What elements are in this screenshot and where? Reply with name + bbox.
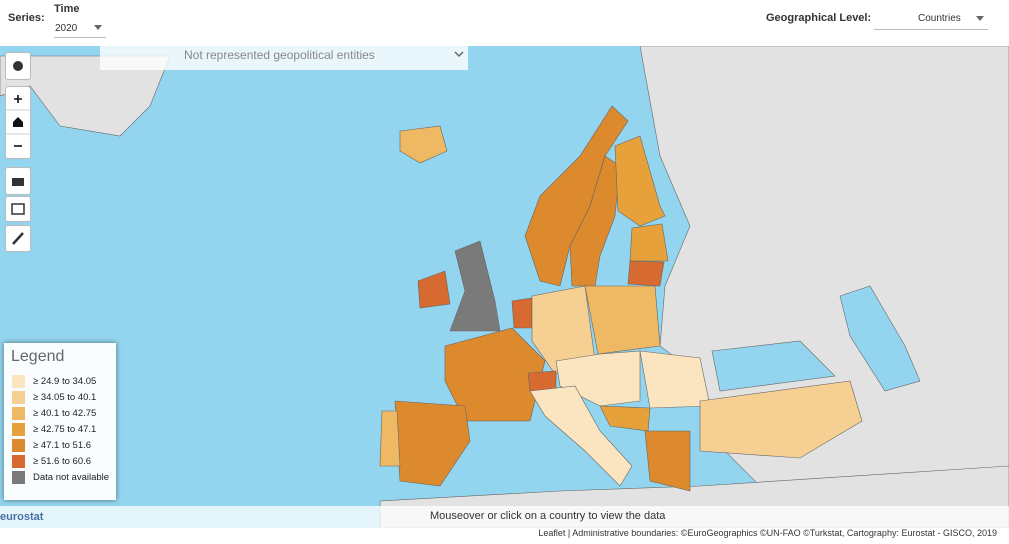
poland <box>584 285 661 355</box>
italy <box>529 385 633 487</box>
icon <box>6 95 30 147</box>
ireland <box>417 270 451 309</box>
legend-label: ≥ 47.1 to 51.6 <box>33 439 92 451</box>
hint-bar: eurostat Mouseover or click on a country… <box>0 506 1009 528</box>
zoom-group <box>5 86 31 159</box>
home[interactable] <box>13 117 23 127</box>
legend-label: Data not available <box>33 471 110 483</box>
legend-item: ≥ 34.05 to 40.1 <box>12 389 109 405</box>
icon <box>12 178 24 186</box>
legend-swatch <box>12 390 25 404</box>
sweden <box>569 155 621 287</box>
legend-title: Legend <box>11 348 65 365</box>
caret <box>94 25 102 30</box>
series-label: Series: <box>8 12 45 24</box>
image-button[interactable] <box>5 196 31 222</box>
legend-label: ≥ 24.9 to 34.05 <box>33 375 97 387</box>
style-button[interactable] <box>5 225 31 252</box>
print-button[interactable] <box>5 167 31 195</box>
legend-label: ≥ 40.1 to 42.75 <box>33 407 97 419</box>
finland <box>614 135 666 227</box>
time-select[interactable]: 2020 <box>54 17 106 38</box>
toolbar: Series: Time 2020 Geographical Level: Co… <box>0 0 1009 46</box>
attribution: Leaflet | Administrative boundaries: ©Eu… <box>538 528 997 538</box>
baltic-north <box>629 223 669 262</box>
eurostat-logo[interactable]: eurostat <box>0 511 44 523</box>
netherlands <box>511 297 533 329</box>
geo-select[interactable]: Countries <box>874 8 988 30</box>
legend-label: ≥ 34.05 to 40.1 <box>33 391 97 403</box>
portugal <box>379 410 401 467</box>
switzerland <box>527 370 557 392</box>
legend-swatch <box>12 470 25 484</box>
lithuania <box>627 260 665 287</box>
legend-swatch <box>12 438 25 452</box>
black-sea <box>711 340 836 392</box>
legend: Legend ≥ 24.9 to 34.05 ≥ 34.05 to 40.1 ≥ 4… <box>4 343 116 500</box>
chevron <box>454 51 464 58</box>
legend-items: ≥ 24.9 to 34.05 ≥ 34.05 to 40.1 ≥ 40.1 to … <box>12 373 109 485</box>
hint-text: Mouseover or click on a country to view … <box>430 510 666 522</box>
zoom-in[interactable] <box>14 95 22 103</box>
legend-item: ≥ 24.9 to 34.05 <box>12 373 109 389</box>
caret <box>976 16 984 21</box>
legend-swatch <box>12 374 25 388</box>
globe-button[interactable] <box>5 52 31 80</box>
icon <box>13 61 23 71</box>
icon <box>12 232 24 245</box>
geo-label: Geographical Level: <box>766 12 872 24</box>
countries <box>0 46 1009 528</box>
romania <box>639 350 711 409</box>
legend-item: ≥ 42.75 to 47.1 <box>12 421 109 437</box>
legend-item: ≥ 47.1 to 51.6 <box>12 437 109 453</box>
dropdown-text: Not represented geopolitical entities <box>184 48 375 62</box>
caspian-sea <box>839 285 921 392</box>
turkey <box>699 380 863 459</box>
legend-swatch <box>12 454 25 468</box>
france <box>444 327 546 422</box>
legend-item: ≥ 51.6 to 60.6 <box>12 453 109 469</box>
spain <box>394 400 471 487</box>
legend-item: ≥ 40.1 to 42.75 <box>12 405 109 421</box>
entities-dropdown[interactable]: Not represented geopolitical entities <box>100 46 468 70</box>
time-label: Time <box>54 3 80 15</box>
time-value: 2020 <box>55 23 78 34</box>
greece <box>644 430 691 492</box>
legend-item: Data not available <box>12 469 109 485</box>
legend-label: ≥ 42.75 to 47.1 <box>33 423 97 435</box>
legend-label: ≥ 51.6 to 60.6 <box>33 455 92 467</box>
legend-swatch <box>12 422 25 436</box>
legend-swatch <box>12 406 25 420</box>
iceland <box>399 125 448 164</box>
geo-value: Countries <box>918 13 961 24</box>
map[interactable] <box>0 46 1009 528</box>
icon <box>11 203 25 215</box>
